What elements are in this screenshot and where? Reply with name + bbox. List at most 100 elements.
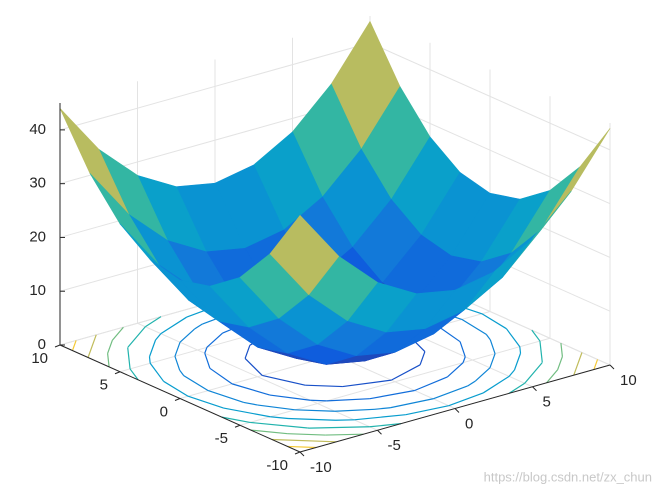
contour-segment	[508, 382, 526, 394]
z-tick-label: 30	[29, 175, 46, 192]
contour-segment	[294, 409, 335, 412]
x-tick	[454, 408, 460, 413]
surface-patch	[59, 108, 130, 215]
contour-segment	[475, 367, 491, 382]
contour-segment	[207, 390, 244, 403]
contour-segment	[390, 398, 434, 409]
watermark: https://blog.csdn.net/zx_chun	[484, 469, 652, 484]
contour-segment	[489, 353, 496, 368]
contour-segment	[560, 343, 563, 357]
grid-line	[59, 42, 371, 131]
contour-segment	[505, 328, 521, 348]
contour-segment	[369, 423, 402, 428]
contour-segment	[305, 384, 343, 388]
contour-segment	[462, 356, 466, 363]
contour-segment	[288, 417, 336, 421]
contour-segment	[250, 421, 308, 429]
y-tick-label: 5	[100, 377, 108, 394]
contour-segment	[127, 347, 131, 369]
contour-segment	[432, 385, 468, 400]
contour-segment	[107, 340, 113, 354]
contour-segment	[270, 416, 289, 420]
x-tick	[609, 364, 615, 370]
contour-segment	[129, 368, 139, 381]
contour-segment	[221, 416, 251, 424]
contour-segment	[482, 375, 510, 394]
contour-segment	[287, 445, 317, 449]
contour-segment	[111, 326, 124, 341]
contour-segment	[437, 325, 461, 343]
contour-segment	[160, 316, 188, 335]
contour-segment	[179, 369, 185, 377]
contour-segment	[446, 362, 464, 378]
contour-segment	[107, 353, 110, 367]
x-tick	[532, 386, 537, 392]
contour-segment	[244, 358, 263, 376]
z-tick-label: 20	[29, 228, 46, 245]
contour-segment	[524, 362, 543, 384]
contour-segment	[342, 379, 392, 388]
z-tick-label: 0	[38, 336, 46, 353]
contour-segment	[87, 334, 97, 358]
contour-segment	[374, 407, 391, 410]
contour-segment	[243, 401, 258, 406]
y-tick-label: 10	[31, 350, 48, 367]
y-tick	[114, 371, 121, 375]
contour-segment	[179, 328, 195, 343]
x-tick-label: 0	[465, 415, 473, 432]
x-tick-label: -5	[388, 437, 401, 454]
y-tick	[294, 451, 301, 455]
contour-segment	[257, 404, 296, 411]
contour-segment	[391, 364, 421, 381]
surface-patch	[540, 128, 611, 230]
contour-segment	[405, 405, 449, 416]
contour-segment	[163, 380, 189, 397]
grid-line	[239, 337, 551, 426]
contour-segment	[461, 318, 487, 335]
contour-segment	[448, 392, 484, 407]
x-tick	[299, 451, 305, 457]
contour-segment	[485, 333, 491, 341]
contour-segment	[419, 351, 426, 365]
contour-segment	[262, 374, 306, 386]
y-tick-label: -10	[266, 457, 288, 474]
x-tick	[377, 429, 382, 435]
contour-segment	[223, 407, 271, 418]
contour-segment	[519, 346, 522, 354]
x-tick-label: 5	[543, 394, 551, 411]
contour-segment	[187, 395, 224, 409]
contour-segment	[539, 341, 543, 363]
contour-segment	[326, 398, 370, 402]
contour-segment	[309, 426, 370, 429]
surface	[59, 21, 611, 365]
y-tick-label: -5	[215, 430, 228, 447]
contour-segment	[573, 352, 583, 376]
contour-segment	[489, 339, 496, 354]
contour-segment	[174, 342, 181, 357]
contour-segment	[250, 429, 288, 435]
contour-segment	[513, 353, 522, 371]
contour-segment	[593, 359, 599, 370]
contour-segment	[149, 362, 165, 382]
y-tick-label: 0	[160, 403, 168, 420]
contour-segment	[459, 341, 466, 357]
contour-segment	[183, 375, 209, 392]
contour-segment	[310, 399, 327, 402]
contour-segment	[231, 383, 271, 396]
contour-segment	[204, 353, 211, 369]
contour-segment	[144, 316, 162, 328]
z-tick-label: 40	[29, 121, 46, 138]
contour-segment	[481, 313, 507, 330]
contour-segment	[204, 347, 208, 354]
contour-segment	[269, 394, 311, 401]
z-tick-label: 10	[29, 282, 46, 299]
contour-segment	[155, 333, 162, 341]
contour-segment	[546, 369, 559, 384]
contour-segment	[271, 438, 337, 443]
contour-segment	[467, 380, 476, 387]
contour-segment	[209, 367, 233, 385]
contour-segment	[71, 340, 77, 351]
x-tick-label: -10	[310, 459, 332, 476]
